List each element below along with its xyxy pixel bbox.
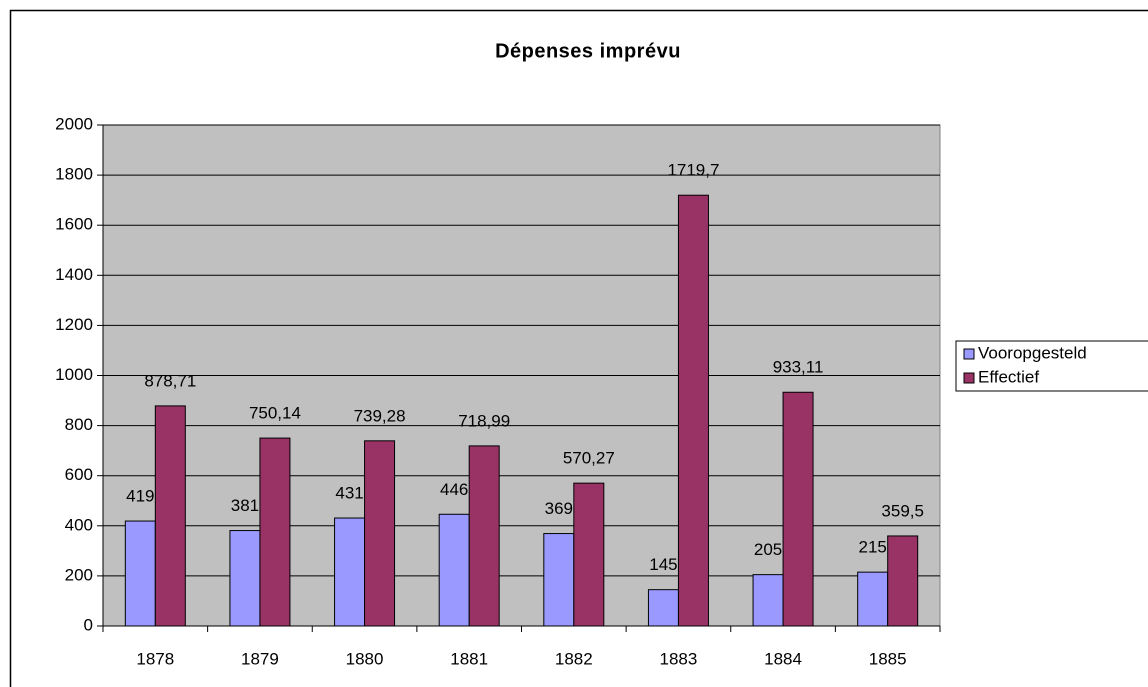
bar: [468, 445, 500, 627]
data-label: 359,5: [881, 501, 924, 520]
y-tick-label: 400: [65, 515, 93, 534]
chart-title: Dépenses imprévu: [495, 40, 681, 62]
y-tick-label: 200: [65, 565, 93, 584]
legend-marker: [963, 372, 975, 384]
data-label: 419: [126, 487, 154, 506]
x-tick-label: 1884: [764, 649, 802, 668]
y-tick-label: 2000: [55, 114, 93, 133]
bar: [887, 535, 919, 627]
bar: [438, 513, 470, 627]
x-tick-label: 1880: [346, 649, 384, 668]
bar: [782, 391, 814, 627]
bar: [124, 520, 156, 627]
y-tick-label: 1400: [55, 265, 93, 284]
data-label: 933,11: [773, 358, 824, 377]
bar: [573, 482, 605, 627]
data-label: 878,71: [144, 371, 196, 390]
bar: [677, 194, 709, 627]
y-tick-label: 0: [84, 615, 93, 634]
y-tick-label: 1000: [55, 365, 93, 384]
bar: [857, 571, 889, 627]
data-label: 431: [335, 484, 363, 503]
y-tick-label: 1200: [55, 315, 93, 334]
x-tick-label: 1885: [869, 649, 907, 668]
x-tick-label: 1881: [450, 649, 488, 668]
bar: [752, 574, 784, 627]
bar: [543, 533, 575, 627]
bar: [647, 589, 679, 627]
data-label: 215: [859, 538, 887, 557]
data-label: 381: [231, 496, 259, 515]
data-label: 739,28: [354, 406, 406, 425]
y-tick-label: 1800: [55, 165, 93, 184]
data-label: 446: [440, 480, 468, 499]
legend-box: [955, 340, 1148, 392]
x-tick-label: 1879: [241, 649, 279, 668]
bar: [229, 530, 261, 627]
x-tick-label: 1878: [136, 649, 174, 668]
x-tick-label: 1882: [555, 649, 593, 668]
y-tick-label: 800: [65, 415, 93, 434]
bar: [259, 437, 291, 627]
legend-marker: [963, 348, 975, 360]
legend-label: Effectief: [978, 367, 1039, 386]
y-tick-label: 600: [65, 465, 93, 484]
data-label: 718,99: [458, 411, 510, 430]
data-label: 369: [545, 499, 573, 518]
bar: [364, 440, 396, 627]
data-label: 145: [649, 555, 677, 574]
y-tick-label: 1600: [55, 215, 93, 234]
bar: [334, 517, 366, 627]
data-label: 570,27: [563, 449, 615, 468]
bar: [154, 405, 186, 627]
data-label: 1719,7: [667, 161, 719, 180]
legend-label: Vooropgesteld: [978, 343, 1087, 362]
data-label: 750,14: [249, 404, 301, 423]
x-tick-label: 1883: [660, 649, 698, 668]
data-label: 205: [754, 540, 782, 559]
